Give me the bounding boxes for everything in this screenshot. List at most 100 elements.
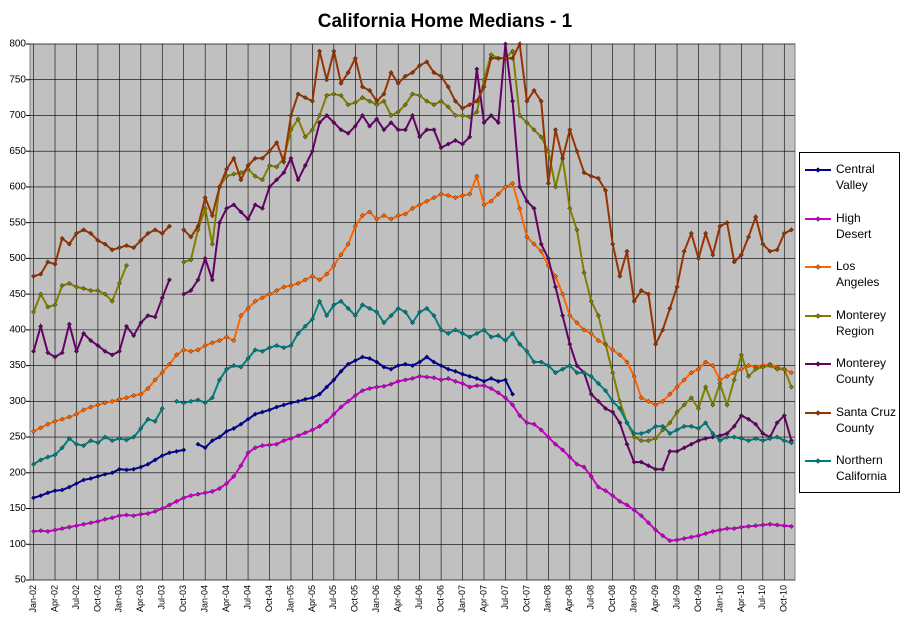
point-marker: [545, 148, 551, 154]
point-marker: [724, 220, 730, 226]
point-marker: [166, 450, 172, 456]
point-marker: [81, 521, 87, 527]
point-marker: [381, 364, 387, 370]
point-marker: [710, 363, 716, 369]
legend-label: Northern California: [836, 453, 887, 483]
point-marker: [88, 520, 94, 526]
point-marker: [166, 502, 172, 508]
point-marker: [631, 507, 637, 513]
legend-marker: [815, 167, 821, 173]
point-marker: [452, 378, 458, 384]
point-marker: [531, 87, 537, 94]
point-marker: [374, 309, 380, 315]
point-marker: [109, 298, 115, 304]
point-marker: [467, 191, 473, 197]
point-marker: [617, 398, 623, 404]
point-marker: [31, 309, 37, 315]
x-tick-label: Jan-04: [200, 585, 210, 613]
point-marker: [31, 528, 37, 534]
x-tick-label: Apr-06: [393, 585, 403, 612]
point-marker: [66, 280, 72, 286]
point-marker: [631, 373, 637, 379]
point-marker: [66, 524, 72, 530]
point-marker: [610, 370, 616, 376]
point-marker: [123, 437, 130, 443]
point-marker: [52, 261, 58, 267]
point-marker: [388, 216, 394, 222]
point-marker: [102, 516, 108, 522]
point-marker: [738, 366, 744, 372]
point-marker: [631, 430, 637, 437]
point-marker: [474, 98, 480, 104]
point-marker: [610, 398, 616, 404]
point-marker: [102, 241, 108, 247]
point-marker: [545, 363, 551, 369]
point-marker: [359, 354, 366, 360]
point-marker: [395, 378, 401, 384]
point-marker: [45, 259, 51, 265]
x-tick-label: Jan-08: [543, 585, 553, 613]
legend-entry: Northern California: [804, 452, 899, 496]
point-marker: [438, 363, 444, 369]
point-marker: [302, 134, 308, 140]
point-marker: [181, 347, 187, 353]
point-marker: [745, 234, 752, 240]
point-marker: [517, 341, 523, 347]
point-marker: [495, 378, 501, 384]
point-marker: [467, 134, 473, 140]
point-marker: [788, 384, 794, 390]
point-marker: [59, 235, 65, 241]
point-marker: [452, 368, 458, 374]
point-marker: [31, 461, 37, 467]
point-marker: [367, 87, 373, 94]
point-marker: [767, 248, 773, 254]
point-marker: [660, 398, 666, 404]
x-tick-label: Jul-06: [414, 585, 424, 610]
point-marker: [317, 48, 323, 54]
point-marker: [624, 502, 630, 508]
point-marker: [481, 327, 487, 333]
point-marker: [695, 438, 702, 444]
point-marker: [345, 361, 351, 367]
point-marker: [338, 80, 344, 86]
x-tick-label: Apr-10: [736, 585, 746, 612]
point-marker: [495, 191, 501, 197]
point-marker: [438, 98, 444, 104]
point-marker: [417, 134, 423, 140]
point-marker: [302, 396, 308, 402]
point-marker: [495, 390, 501, 396]
point-marker: [181, 447, 187, 453]
point-marker: [781, 230, 787, 236]
point-marker: [688, 230, 694, 236]
point-marker: [88, 404, 94, 410]
x-tick-label: Jul-05: [328, 585, 338, 610]
point-marker: [59, 487, 65, 493]
point-marker: [510, 55, 516, 61]
point-marker: [695, 366, 702, 372]
y-tick-label: 550: [9, 217, 26, 228]
point-marker: [216, 377, 223, 383]
point-marker: [531, 421, 537, 427]
point-marker: [774, 247, 780, 253]
point-marker: [138, 464, 144, 470]
point-marker: [602, 405, 609, 412]
point-marker: [338, 92, 344, 99]
point-marker: [695, 405, 702, 412]
point-marker: [259, 295, 265, 301]
point-marker: [674, 427, 680, 433]
point-marker: [309, 316, 315, 322]
point-marker: [73, 441, 80, 447]
point-marker: [459, 141, 466, 147]
point-marker: [281, 402, 287, 408]
point-marker: [431, 375, 437, 381]
point-marker: [88, 438, 94, 444]
point-marker: [474, 375, 480, 382]
point-marker: [309, 148, 315, 154]
point-marker: [295, 177, 301, 183]
point-marker: [109, 398, 115, 404]
point-marker: [681, 402, 687, 408]
y-tick-label: 350: [9, 360, 26, 371]
point-marker: [560, 366, 566, 372]
